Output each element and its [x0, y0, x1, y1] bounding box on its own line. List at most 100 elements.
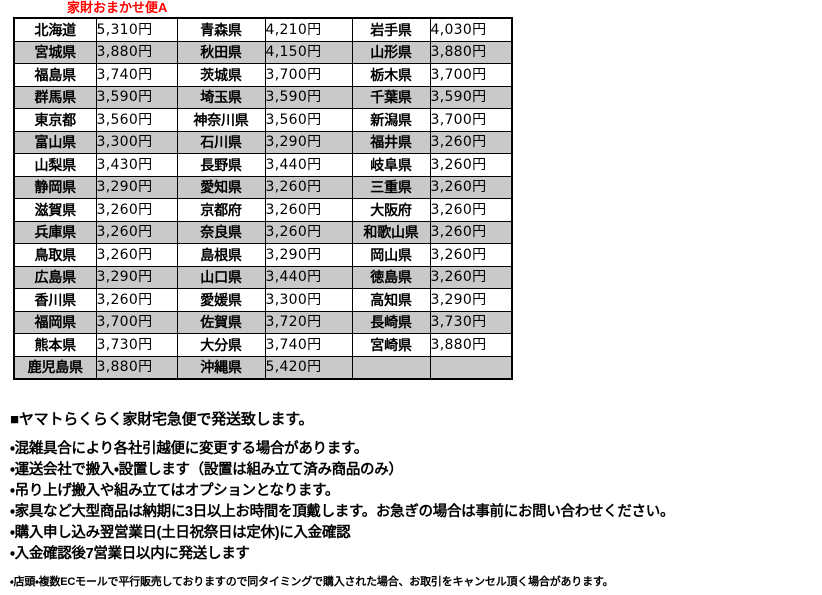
fee-cell: 3,730円	[429, 310, 513, 334]
fee-cell: 3,700円	[429, 63, 513, 87]
prefecture-cell: 鹿児島県	[13, 355, 97, 380]
prefecture-cell: 熊本県	[13, 333, 97, 357]
table-row: 滋賀県 3,260円 京都府 3,260円 大阪府 3,260円	[13, 198, 513, 222]
prefecture-cell: 東京都	[13, 108, 97, 132]
prefecture-cell: 福島県	[13, 63, 97, 87]
fee-cell: 3,300円	[264, 288, 353, 312]
prefecture-cell: 長野県	[176, 153, 266, 177]
prefecture-cell: 兵庫県	[13, 220, 97, 244]
table-row: 宮城県 3,880円 秋田県 4,150円 山形県 3,880円	[13, 40, 513, 64]
fee-cell: 3,720円	[264, 310, 353, 334]
prefecture-cell: 新潟県	[351, 108, 431, 132]
fee-cell: 3,590円	[429, 85, 513, 109]
fee-cell: 3,260円	[95, 220, 178, 244]
prefecture-cell: 京都府	[176, 198, 266, 222]
prefecture-cell: 福井県	[351, 130, 431, 154]
fee-cell: 3,560円	[264, 108, 353, 132]
shipping-notes: ■ヤマトらくらく家財宅急便で発送致します。 ・混雑具合により各社引越便に変更する…	[10, 408, 810, 590]
note-line: ・運送会社で搬入・設置します（設置は組み立て済み商品のみ）	[10, 462, 403, 478]
fee-cell: 5,420円	[264, 355, 353, 380]
note-line: ・家具など大型商品は納期に3日以上お時間を頂戴します。お急ぎの場合は事前にお問い…	[10, 504, 675, 520]
fee-cell: 3,430円	[95, 153, 178, 177]
prefecture-cell: 香川県	[13, 288, 97, 312]
prefecture-cell	[351, 355, 431, 380]
prefecture-cell: 島根県	[176, 243, 266, 267]
prefecture-cell: 福岡県	[13, 310, 97, 334]
fee-cell: 3,290円	[264, 130, 353, 154]
prefecture-cell: 滋賀県	[13, 198, 97, 222]
fee-cell: 3,290円	[95, 265, 178, 289]
prefecture-cell: 山口県	[176, 265, 266, 289]
notes-heading: ■ヤマトらくらく家財宅急便で発送致します。	[10, 411, 314, 428]
fee-cell: 3,590円	[95, 85, 178, 109]
fee-cell: 3,880円	[95, 40, 178, 64]
fee-cell: 5,310円	[95, 17, 178, 42]
prefecture-cell: 岡山県	[351, 243, 431, 267]
shipping-fee-table-container: 北海道 5,310円 青森県 4,210円 岩手県 4,030円 宮城県 3,880円 秋田県 4…	[13, 17, 513, 380]
table-row: 群馬県 3,590円 埼玉県 3,590円 千葉県 3,590円	[13, 85, 513, 109]
fee-cell: 3,700円	[429, 108, 513, 132]
note-line: ・購入申し込み翌営業日(土日祝祭日は定休)に入金確認	[10, 525, 351, 541]
fee-cell: 3,260円	[264, 175, 353, 199]
prefecture-cell: 神奈川県	[176, 108, 266, 132]
prefecture-cell: 石川県	[176, 130, 266, 154]
prefecture-cell: 徳島県	[351, 265, 431, 289]
fee-cell: 3,260円	[429, 130, 513, 154]
prefecture-cell: 和歌山県	[351, 220, 431, 244]
fee-cell: 3,260円	[429, 175, 513, 199]
fee-cell: 3,290円	[429, 288, 513, 312]
table-row: 鹿児島県 3,880円 沖縄県 5,420円	[13, 355, 513, 380]
fee-cell: 3,260円	[429, 243, 513, 267]
prefecture-cell: 宮崎県	[351, 333, 431, 357]
fee-cell: 3,440円	[264, 265, 353, 289]
table-row: 福岡県 3,700円 佐賀県 3,720円 長崎県 3,730円	[13, 310, 513, 334]
table-row: 富山県 3,300円 石川県 3,290円 福井県 3,260円	[13, 130, 513, 154]
prefecture-cell: 大阪府	[351, 198, 431, 222]
fee-cell: 3,260円	[264, 198, 353, 222]
fee-cell: 3,260円	[264, 220, 353, 244]
fee-cell: 3,260円	[429, 153, 513, 177]
fee-cell: 4,030円	[429, 17, 513, 42]
shipping-fee-table: 北海道 5,310円 青森県 4,210円 岩手県 4,030円 宮城県 3,880円 秋田県 4…	[13, 17, 513, 380]
page-title: 家財おまかせ便A	[67, 0, 168, 15]
note-line: ・混雑具合により各社引越便に変更する場合があります。	[10, 441, 368, 457]
table-row: 鳥取県 3,260円 島根県 3,290円 岡山県 3,260円	[13, 243, 513, 267]
prefecture-cell: 沖縄県	[176, 355, 266, 380]
prefecture-cell: 千葉県	[351, 85, 431, 109]
table-row: 東京都 3,560円 神奈川県 3,560円 新潟県 3,700円	[13, 108, 513, 132]
prefecture-cell: 青森県	[176, 17, 266, 42]
note-line: ・吊り上げ搬入や組み立てはオプションとなります。	[10, 483, 340, 499]
fee-cell: 3,260円	[95, 243, 178, 267]
fee-cell: 3,260円	[429, 220, 513, 244]
prefecture-cell: 広島県	[13, 265, 97, 289]
prefecture-cell: 愛知県	[176, 175, 266, 199]
note-line: ・入金確認後7営業日以内に発送します	[10, 546, 250, 562]
prefecture-cell: 鳥取県	[13, 243, 97, 267]
fee-cell: 3,260円	[95, 288, 178, 312]
fee-cell: 3,260円	[429, 265, 513, 289]
fee-cell: 3,440円	[264, 153, 353, 177]
prefecture-cell: 富山県	[13, 130, 97, 154]
prefecture-cell: 愛媛県	[176, 288, 266, 312]
fee-cell: 3,880円	[429, 40, 513, 64]
fee-cell: 3,740円	[95, 63, 178, 87]
prefecture-cell: 秋田県	[176, 40, 266, 64]
prefecture-cell: 岐阜県	[351, 153, 431, 177]
fee-cell: 3,290円	[95, 175, 178, 199]
prefecture-cell: 北海道	[13, 17, 97, 42]
prefecture-cell: 佐賀県	[176, 310, 266, 334]
fee-cell: 3,880円	[95, 355, 178, 380]
notes-fine-print: ・店頭・複数ECモールで平行販売しておりますので同タイミングで購入された場合、お…	[10, 576, 614, 588]
prefecture-cell: 三重県	[351, 175, 431, 199]
table-row: 静岡県 3,290円 愛知県 3,260円 三重県 3,260円	[13, 175, 513, 199]
table-row: 福島県 3,740円 茨城県 3,700円 栃木県 3,700円	[13, 63, 513, 87]
table-row: 熊本県 3,730円 大分県 3,740円 宮崎県 3,880円	[13, 333, 513, 357]
fee-cell: 3,740円	[264, 333, 353, 357]
prefecture-cell: 山形県	[351, 40, 431, 64]
table-row: 山梨県 3,430円 長野県 3,440円 岐阜県 3,260円	[13, 153, 513, 177]
prefecture-cell: 静岡県	[13, 175, 97, 199]
fee-cell: 3,260円	[95, 198, 178, 222]
prefecture-cell: 宮城県	[13, 40, 97, 64]
prefecture-cell: 山梨県	[13, 153, 97, 177]
table-row: 北海道 5,310円 青森県 4,210円 岩手県 4,030円	[13, 17, 513, 42]
